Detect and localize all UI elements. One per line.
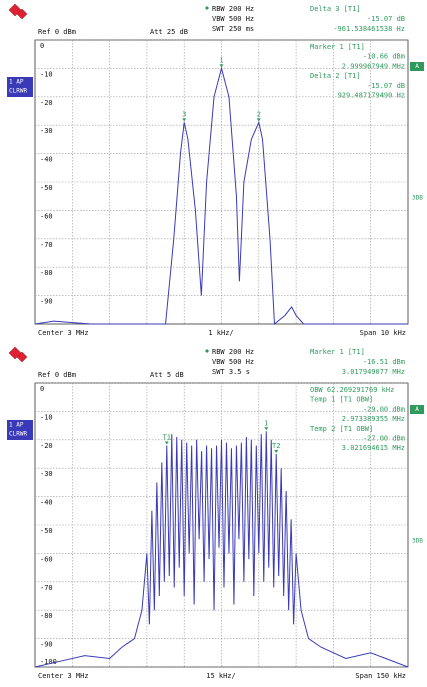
y-tick-label: -40	[40, 156, 53, 164]
marker-info: -27.00 dBm	[363, 435, 405, 443]
y-tick-label: 0	[40, 385, 44, 393]
y-tick-label: -40	[40, 499, 53, 507]
setting: SWT 3.5 s	[212, 368, 250, 376]
marker	[256, 118, 261, 122]
y-tick-label: -50	[40, 527, 53, 535]
marker	[219, 64, 224, 68]
side-label: 3DB	[412, 538, 423, 545]
marker-label: T1	[163, 433, 171, 441]
side-label: 3DB	[412, 195, 423, 202]
footer-span: Span 10 kHz	[360, 329, 406, 337]
y-tick-label: -20	[40, 99, 53, 107]
y-tick-label: -70	[40, 241, 53, 249]
y-tick-label: -50	[40, 184, 53, 192]
ref-level: Ref 0 dBm	[38, 371, 76, 379]
side-label: A	[415, 406, 419, 413]
setting: SWT 250 ms	[212, 25, 254, 33]
y-tick-label: -90	[40, 641, 53, 649]
marker-star	[205, 349, 209, 353]
marker-info: 3.017949077 MHz	[342, 368, 405, 376]
marker-info: -16.51 dBm	[363, 358, 405, 366]
y-tick-label: -70	[40, 584, 53, 592]
ref-level: Ref 0 dBm	[38, 28, 76, 36]
marker-label: T2	[272, 442, 280, 450]
footer-center: Center 3 MHz	[38, 329, 89, 337]
marker-info: -10.66 dBm	[363, 53, 405, 61]
setting: RBW 200 Hz	[212, 348, 254, 356]
setting: RBW 200 Hz	[212, 5, 254, 13]
marker-info: -15.07 dB	[367, 82, 405, 90]
marker-info: 2.999967949 MHz	[342, 62, 405, 70]
marker-label: 2	[257, 110, 261, 118]
analyzer-panel: RBW 200 Hz VBW 500 Hz SWT 3.5 s Ref 0 dBm At…	[7, 346, 424, 680]
marker-info: Marker 1 [T1]	[310, 43, 365, 51]
marker	[164, 441, 169, 445]
footer-div: 15 kHz/	[206, 672, 236, 680]
y-tick-label: -10	[40, 70, 53, 78]
marker-info: -29.00 dBm	[363, 405, 405, 413]
setting: VBW 500 Hz	[212, 15, 254, 23]
trace	[34, 66, 408, 326]
marker-label: 1	[264, 419, 268, 427]
footer-center: Center 3 MHz	[38, 672, 89, 680]
marker	[274, 450, 279, 453]
marker-info: Temp 1 [T1 OBW]	[310, 396, 373, 404]
trace	[34, 431, 409, 668]
y-tick-label: -90	[40, 298, 53, 306]
y-tick-label: -60	[40, 212, 53, 220]
setting: VBW 500 Hz	[212, 358, 254, 366]
marker-info: Delta 3 [T1]	[310, 5, 361, 13]
logo	[8, 3, 28, 20]
marker-info: Temp 2 [T1 OBW]	[310, 425, 373, 433]
trace-label-box	[7, 77, 33, 97]
marker-info: OBW 62.269291769 kHz	[310, 386, 394, 394]
marker-label: 3	[182, 110, 186, 118]
marker	[264, 427, 269, 431]
marker-info: -961.538461538 Hz	[333, 25, 405, 33]
trace-label-box	[7, 420, 33, 440]
marker-info: 2.973389355 MHz	[342, 415, 405, 423]
y-tick-label: -80	[40, 612, 53, 620]
trace-label: CLRWR	[9, 88, 27, 95]
marker-info: 3.021694615 MHz	[342, 444, 405, 452]
y-tick-label: -100	[40, 658, 57, 666]
y-tick-label: -20	[40, 442, 53, 450]
marker-info: Delta 2 [T1]	[310, 72, 361, 80]
marker-info: Marker 1 [T1]	[310, 348, 365, 356]
side-box	[410, 405, 424, 414]
logo	[8, 346, 28, 363]
y-tick-label: -30	[40, 470, 53, 478]
side-box	[410, 62, 424, 71]
footer-div: 1 kHz/	[208, 329, 233, 337]
footer-span: Span 150 kHz	[355, 672, 406, 680]
y-tick-label: -30	[40, 127, 53, 135]
analyzer-panel: RBW 200 Hz VBW 500 Hz SWT 250 ms Ref 0 dBm A…	[7, 3, 424, 337]
marker-info: -15.07 dB	[367, 15, 405, 23]
y-tick-label: -60	[40, 555, 53, 563]
trace-label: 1 AP	[9, 422, 24, 429]
y-tick-label: 0	[40, 42, 44, 50]
marker-label: 1	[219, 56, 223, 64]
trace-label: 1 AP	[9, 79, 24, 86]
y-tick-label: -80	[40, 269, 53, 277]
trace-label: CLRWR	[9, 431, 27, 438]
marker-info: 929.487179490 Hz	[338, 92, 405, 100]
y-tick-label: -10	[40, 413, 53, 421]
marker	[182, 118, 187, 122]
attenuation: Att 25 dB	[150, 28, 188, 36]
attenuation: Att 5 dB	[150, 371, 184, 379]
side-label: A	[415, 63, 419, 70]
marker-star	[205, 6, 209, 10]
